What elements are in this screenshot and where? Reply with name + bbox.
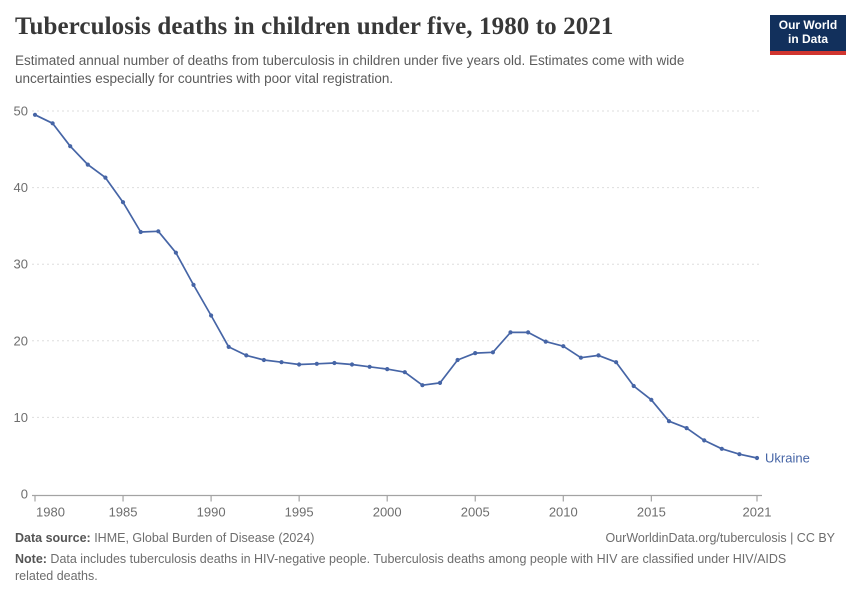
data-point[interactable] — [649, 397, 654, 402]
x-tick-label: 1990 — [197, 505, 226, 520]
series-line-ukraine[interactable] — [34, 113, 758, 459]
owid-logo-line2: in Data — [787, 32, 828, 46]
data-point[interactable] — [719, 446, 724, 451]
footer-note: Note: Data includes tuberculosis deaths … — [15, 551, 815, 585]
x-axis-labels: 1980 1985 1990 1995 2000 2005 2010 2015 2021 — [36, 505, 771, 520]
y-tick-label: 30 — [14, 257, 28, 272]
data-point[interactable] — [314, 361, 319, 366]
data-point[interactable] — [332, 360, 337, 366]
entity-label-ukraine[interactable]: Ukraine — [765, 450, 810, 465]
y-tick-label: 40 — [14, 180, 28, 195]
owid-logo-line1: Our World — [778, 18, 838, 33]
data-point[interactable] — [596, 353, 601, 358]
data-point[interactable] — [244, 353, 249, 358]
data-source-text: IHME, Global Burden of Disease (2024) — [90, 531, 315, 545]
data-point[interactable] — [578, 355, 584, 360]
chart-title: Tuberculosis deaths in children under fi… — [15, 13, 614, 40]
x-tick-label: 2000 — [373, 505, 402, 520]
x-tick-label: 1995 — [285, 505, 314, 520]
x-tick-label: 1980 — [36, 505, 65, 520]
data-point[interactable] — [526, 330, 531, 335]
data-point[interactable] — [279, 360, 284, 365]
data-point[interactable] — [138, 229, 143, 235]
data-point[interactable] — [754, 455, 760, 461]
y-tick-label: 10 — [14, 410, 28, 425]
data-point[interactable] — [226, 344, 231, 349]
note-text: Data includes tuberculosis deaths in HIV… — [15, 552, 787, 583]
x-tick-label: 2010 — [549, 505, 578, 520]
data-point[interactable] — [50, 121, 55, 126]
x-tick-label: 2021 — [743, 505, 772, 520]
data-point[interactable] — [402, 370, 407, 375]
data-point[interactable] — [684, 426, 689, 431]
data-point[interactable] — [349, 362, 355, 367]
data-source-label: Data source: — [15, 531, 91, 545]
y-tick-label: 20 — [14, 333, 28, 348]
y-axis-labels: 0 10 20 30 40 50 — [14, 104, 28, 502]
x-axis — [32, 494, 762, 502]
data-point[interactable] — [156, 229, 161, 234]
data-point[interactable] — [367, 364, 372, 369]
data-point[interactable] — [508, 330, 513, 335]
data-point[interactable] — [191, 282, 196, 287]
y-tick-label: 50 — [14, 104, 28, 119]
data-point[interactable] — [455, 357, 460, 363]
license-link[interactable]: OurWorldinData.org/tuberculosis | CC BY — [605, 531, 836, 545]
series-markers[interactable] — [32, 112, 760, 461]
data-point[interactable] — [209, 313, 214, 318]
data-point[interactable] — [420, 383, 425, 388]
data-point[interactable] — [385, 367, 390, 372]
chart-subtitle: Estimated annual number of deaths from t… — [15, 53, 685, 86]
note-label: Note: — [15, 552, 47, 566]
data-point[interactable] — [614, 360, 619, 365]
data-point[interactable] — [737, 452, 742, 457]
y-tick-label: 0 — [21, 487, 28, 502]
data-point[interactable] — [631, 383, 636, 389]
data-point[interactable] — [702, 438, 707, 443]
data-point[interactable] — [120, 200, 126, 205]
x-tick-label: 2015 — [637, 505, 666, 520]
data-point[interactable] — [437, 380, 443, 385]
footer-source-row: Data source: IHME, Global Burden of Dise… — [15, 531, 835, 545]
data-point[interactable] — [297, 362, 302, 367]
x-tick-label: 2005 — [461, 505, 490, 520]
data-point[interactable] — [473, 351, 478, 356]
data-point[interactable] — [68, 144, 73, 149]
y-gridlines — [32, 110, 762, 418]
data-point[interactable] — [32, 112, 38, 117]
data-point[interactable] — [543, 339, 548, 344]
data-point[interactable] — [561, 344, 566, 349]
data-point[interactable] — [261, 357, 266, 363]
data-point[interactable] — [666, 419, 672, 424]
owid-logo[interactable]: Our World in Data — [770, 15, 846, 55]
data-point[interactable] — [173, 250, 178, 255]
data-point[interactable] — [103, 175, 108, 180]
data-source: Data source: IHME, Global Burden of Dise… — [15, 531, 314, 545]
x-tick-label: 1985 — [109, 505, 138, 520]
data-point[interactable] — [85, 162, 90, 167]
data-point[interactable] — [490, 350, 495, 355]
